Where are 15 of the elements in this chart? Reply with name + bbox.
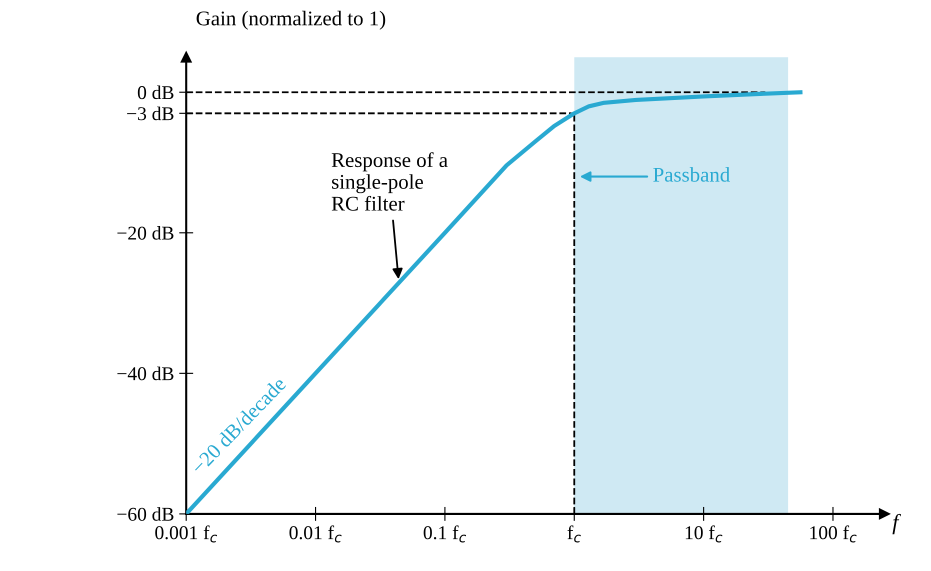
x-tick-label: 100 f$_{c}$ — [810, 525, 857, 542]
x-tick-label: 0.001 f$_{c}$ — [155, 525, 218, 542]
y-tick-label: −60 dB — [117, 507, 174, 521]
y-axis-title: Gain (normalized to 1) — [196, 10, 386, 30]
x-axis-title: f — [892, 514, 901, 534]
y-tick-label: −20 dB — [117, 226, 174, 240]
annotation: Response of a single-pole RC filter — [332, 152, 448, 211]
y-tick-label: −40 dB — [117, 366, 174, 380]
x-tick-label: 10 f$_{c}$ — [686, 525, 722, 542]
y-tick-label: −3 dB — [127, 106, 174, 120]
band-label: Passband — [653, 167, 730, 182]
x-tick-label: 0.1 f$_{c}$ — [424, 525, 466, 542]
x-tick-label: f$_{c}$ — [567, 525, 581, 542]
y-tick-label: 0 dB — [138, 85, 174, 100]
x-tick-label: 0.01 f$_{c}$ — [289, 525, 342, 542]
